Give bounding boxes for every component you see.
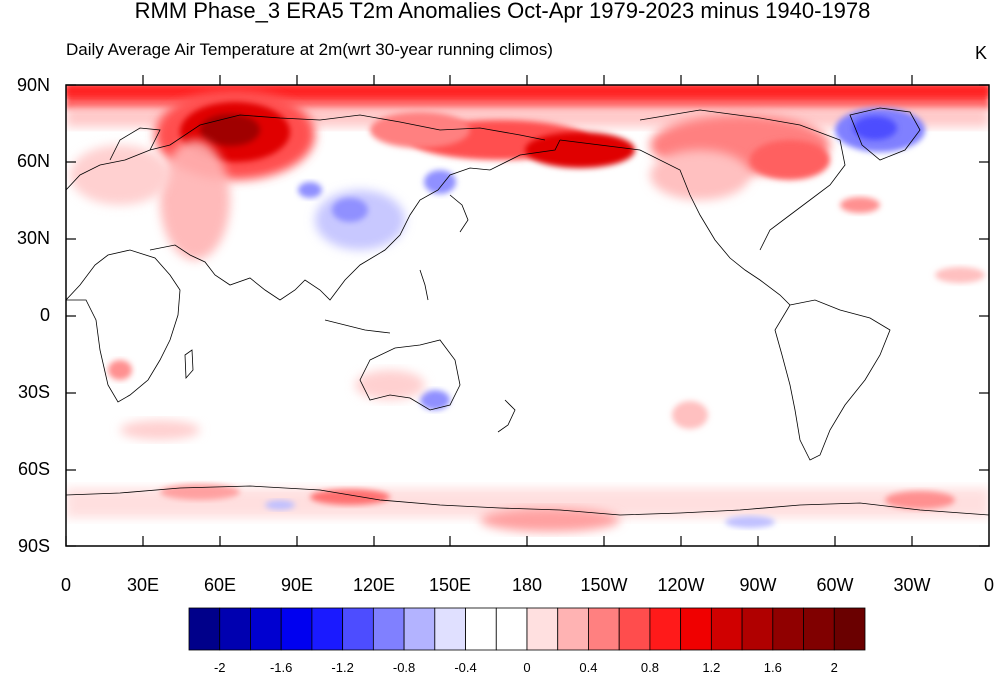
colorbar-box: [372, 607, 405, 651]
colorbar-box: [495, 607, 528, 651]
colorbar-box: [342, 607, 374, 651]
colorbar-box: [465, 607, 497, 651]
colorbar-tick-label: 1.6: [763, 660, 782, 675]
lat-label-30s: 30S: [17, 382, 50, 402]
colorbar-box: [311, 607, 344, 651]
colorbar-box: [526, 607, 559, 651]
lon-label-0: 0: [60, 575, 71, 595]
colorbar-box: [649, 607, 682, 651]
anomaly-field: [66, 85, 989, 532]
lat-label-30n: 30N: [16, 228, 50, 248]
lon-label-180: 180: [511, 575, 543, 595]
colorbar-box: [741, 607, 774, 651]
lat-ticks: [66, 84, 989, 547]
colorbar-box: [557, 607, 589, 651]
colorbar-box: [588, 607, 620, 651]
lon-label-120e: 120E: [352, 575, 396, 595]
colorbar-tick-label: 1.2: [702, 660, 721, 675]
colorbar-box: [434, 607, 466, 651]
lon-label-30w: 30W: [893, 575, 931, 595]
variable-subtitle: Daily Average Air Temperature at 2m(wrt …: [66, 40, 553, 59]
colorbar: [188, 607, 866, 651]
colorbar-box: [403, 607, 436, 651]
coastlines: [66, 107, 989, 516]
colorbar-box: [250, 607, 282, 651]
lon-label-150e: 150E: [428, 575, 472, 595]
lon-label-150w: 150W: [580, 575, 628, 595]
lon-label-90e: 90E: [280, 575, 314, 595]
colorbar-tick-label: 0: [523, 660, 531, 675]
colorbar-box: [680, 607, 712, 651]
lat-label-90s: 90S: [17, 536, 50, 556]
colorbar-box: [219, 607, 251, 651]
colorbar-tick-label: 0.8: [640, 660, 659, 675]
lon-ticks: [65, 75, 913, 546]
colorbar-box: [772, 607, 804, 651]
colorbar-tick-label: -0.8: [392, 660, 416, 675]
colorbar-box: [803, 607, 835, 651]
colorbar-tick-label: -0.4: [454, 660, 477, 675]
map-title: RMM Phase_3 ERA5 T2m Anomalies Oct-Apr 1…: [134, 0, 871, 23]
lon-label-90w: 90W: [739, 575, 777, 595]
colorbar-box: [833, 607, 866, 651]
colorbar-tick-label: 0.4: [579, 660, 598, 675]
colorbar-tick-label: 2: [830, 660, 838, 675]
lat-label-60s: 60S: [17, 459, 50, 479]
lon-label-30e: 30E: [126, 575, 160, 595]
colorbar-tick-label: -1.6: [269, 660, 293, 675]
colorbar-tick-label: -2: [213, 660, 226, 675]
lon-label-60e: 60E: [203, 575, 237, 595]
lon-label-120w: 120W: [657, 575, 705, 595]
colorbar-tick-label: -1.2: [331, 660, 354, 675]
colorbar-box: [280, 607, 313, 651]
lon-label-0-right: 0: [983, 575, 994, 595]
lat-label-equator: 0: [39, 305, 50, 325]
lat-label-90n: 90N: [16, 75, 50, 95]
lon-label-60w: 60W: [816, 575, 854, 595]
lat-label-60n: 60N: [16, 151, 50, 171]
colorbar-box: [188, 607, 221, 651]
colorbar-box: [618, 607, 651, 651]
colorbar-box: [710, 607, 743, 651]
units-label: K: [974, 43, 987, 63]
